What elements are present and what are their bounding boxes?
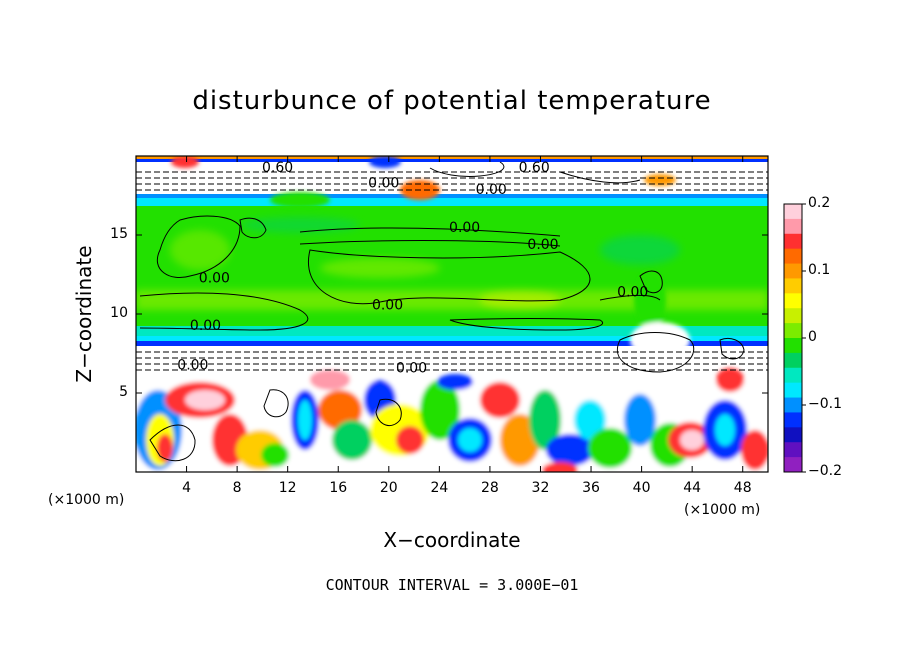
contour-label: 0.60 bbox=[519, 160, 550, 176]
colorbar-swatch bbox=[784, 412, 802, 428]
colorbar-swatch bbox=[784, 338, 802, 354]
contour-label: 0.00 bbox=[476, 182, 507, 198]
chart-title: disturbunce of potential temperature bbox=[192, 86, 712, 116]
x-tick-label: 20 bbox=[379, 480, 398, 496]
colorbar-tick-label: 0.1 bbox=[808, 262, 831, 278]
colorbar-swatch bbox=[784, 293, 802, 309]
contour-label: 0.00 bbox=[396, 360, 427, 376]
contour-label: 0.00 bbox=[368, 176, 399, 192]
x-tick-label: 28 bbox=[480, 480, 499, 496]
colorbar-swatch bbox=[784, 352, 802, 369]
colorbar-swatch bbox=[784, 367, 802, 384]
contour-label: 0.00 bbox=[199, 270, 230, 286]
x-tick-label: 24 bbox=[430, 480, 449, 496]
y-axis-label: Z−coordinate bbox=[72, 245, 96, 383]
y-tick-marks bbox=[136, 234, 768, 394]
x-unit-label: (×1000 m) bbox=[684, 502, 761, 518]
y-tick-label: 15 bbox=[110, 226, 128, 242]
y-tick-label: 5 bbox=[119, 384, 128, 400]
colorbar-swatch bbox=[784, 278, 802, 294]
x-tick-label: 12 bbox=[278, 480, 297, 496]
x-tick-label: 4 bbox=[182, 480, 191, 496]
contour-label: 0.00 bbox=[177, 357, 208, 373]
x-tick-marks bbox=[186, 156, 744, 472]
colorbar-swatch bbox=[784, 263, 802, 279]
contour-label: 0.00 bbox=[372, 297, 403, 313]
colorbar-tick-label: 0.2 bbox=[808, 195, 831, 211]
contour-label: 0.00 bbox=[617, 285, 648, 301]
upper-turbulent-layer bbox=[171, 156, 676, 208]
y-tick-label: 10 bbox=[110, 305, 128, 321]
x-tick-label: 16 bbox=[329, 480, 348, 496]
colorbar-swatch bbox=[784, 233, 802, 250]
colorbar-swatch bbox=[784, 218, 802, 235]
contour-labels: 0.00 0.00 0.60 0.60 0.00 0.00 0.00 0.00 0.00 0.00… bbox=[177, 160, 648, 377]
lower-turbulent-layer bbox=[136, 368, 768, 472]
contour-lines bbox=[136, 161, 768, 462]
z-unit-label: (×1000 m) bbox=[48, 492, 125, 508]
colorbar-tick-label: 0 bbox=[808, 329, 817, 345]
x-tick-label: 8 bbox=[232, 480, 242, 496]
contour-label: 0.00 bbox=[449, 220, 480, 236]
x-tick-label: 48 bbox=[733, 480, 752, 496]
colorbar-swatch bbox=[784, 397, 802, 413]
colorbar-swatch bbox=[784, 457, 802, 473]
x-tick-label: 36 bbox=[582, 480, 600, 496]
x-tick-label: 40 bbox=[632, 480, 651, 496]
x-axis-label: X−coordinate bbox=[383, 528, 521, 552]
colorbar-swatch bbox=[784, 442, 802, 458]
colorbar-swatch bbox=[784, 382, 802, 399]
contour-label: 0.00 bbox=[527, 237, 558, 253]
contour-label: 0.00 bbox=[190, 318, 221, 334]
x-tick-label: 44 bbox=[683, 480, 702, 496]
colorbar-tick-label: −0.2 bbox=[808, 463, 842, 479]
contour-interval-note: CONTOUR INTERVAL = 3.000E−01 bbox=[325, 576, 579, 594]
contour-label: 0.60 bbox=[262, 160, 293, 176]
heatmap-field: 0.00 0.00 0.60 0.60 0.00 0.00 0.00 0.00 0.00 0.00… bbox=[136, 156, 768, 472]
colorbar-swatch bbox=[784, 308, 802, 324]
colorbar-swatch bbox=[784, 248, 802, 265]
colorbar bbox=[783, 203, 806, 473]
colorbar-swatch bbox=[784, 323, 802, 339]
colorbar-tick-label: −0.1 bbox=[808, 396, 842, 412]
colorbar-swatch bbox=[784, 204, 802, 220]
x-tick-label: 32 bbox=[531, 480, 550, 496]
colorbar-swatch bbox=[784, 427, 802, 443]
